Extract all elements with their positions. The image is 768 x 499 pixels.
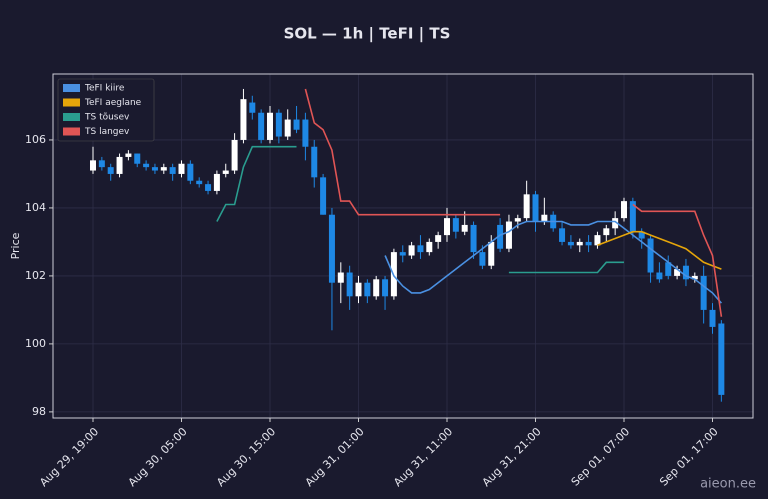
candle-body bbox=[408, 245, 415, 256]
y-tick-label: 98 bbox=[32, 405, 46, 418]
candle-body bbox=[231, 139, 238, 171]
candle-body bbox=[603, 228, 610, 236]
candle-body bbox=[125, 153, 132, 157]
candle-body bbox=[399, 252, 406, 256]
candle-body bbox=[98, 160, 105, 168]
candle-body bbox=[134, 153, 141, 164]
legend-label: TS langev bbox=[84, 127, 130, 137]
indicator-line bbox=[216, 145, 624, 274]
indicator-line bbox=[597, 230, 722, 270]
y-tick-label: 102 bbox=[25, 269, 46, 282]
candle-body bbox=[585, 241, 592, 246]
indicator-line bbox=[304, 88, 723, 317]
legend-label: TS tõusev bbox=[84, 113, 130, 123]
candle-body bbox=[612, 218, 619, 229]
candle-body bbox=[328, 214, 335, 283]
candle-body bbox=[178, 163, 185, 174]
legend-swatch bbox=[63, 98, 80, 107]
candle-body bbox=[488, 241, 495, 266]
candle-body bbox=[638, 231, 645, 239]
candle-body bbox=[160, 167, 167, 171]
candle-body bbox=[444, 218, 450, 236]
candle-body bbox=[497, 224, 504, 249]
candle-body bbox=[541, 214, 548, 222]
candle-body bbox=[240, 99, 247, 140]
candle-body bbox=[426, 241, 433, 253]
plot-frame bbox=[52, 73, 754, 419]
legend-swatch bbox=[63, 127, 80, 136]
candle-body bbox=[505, 221, 512, 249]
legend-box bbox=[57, 78, 155, 142]
legend-swatch bbox=[63, 113, 80, 121]
candle-body bbox=[435, 235, 442, 242]
candle-body bbox=[196, 180, 203, 185]
candle-body bbox=[364, 282, 371, 297]
candle-body bbox=[346, 272, 353, 297]
candle-body bbox=[461, 224, 468, 232]
candle-body bbox=[302, 119, 309, 147]
candle-body bbox=[567, 241, 574, 246]
candle-body bbox=[205, 184, 212, 191]
candle-body bbox=[151, 167, 158, 171]
candle-body bbox=[674, 269, 681, 276]
candle-body bbox=[629, 201, 636, 232]
candle-body bbox=[373, 279, 380, 297]
candle-body bbox=[709, 309, 716, 327]
candle-body bbox=[267, 112, 273, 140]
candle-body bbox=[337, 272, 344, 283]
candle-body bbox=[169, 167, 176, 174]
candle-body bbox=[647, 238, 654, 273]
candle-body bbox=[452, 218, 459, 232]
candle-body bbox=[293, 119, 300, 130]
candle-body bbox=[382, 279, 389, 297]
candle-body bbox=[311, 146, 318, 178]
candle-body bbox=[187, 163, 194, 181]
candle-body bbox=[417, 245, 424, 253]
candle-body bbox=[143, 163, 150, 168]
candle-body bbox=[222, 170, 229, 174]
candle-body bbox=[665, 262, 672, 276]
candle-body bbox=[213, 173, 220, 191]
candle-body bbox=[116, 156, 123, 174]
candle-body bbox=[514, 218, 521, 222]
candle-body bbox=[718, 323, 725, 395]
chart-title: SOL — 1h | TeFI | TS bbox=[284, 25, 451, 44]
y-tick-label: 104 bbox=[25, 201, 46, 214]
candle-body bbox=[656, 272, 663, 280]
candle-body bbox=[284, 119, 291, 137]
candle-body bbox=[355, 282, 362, 297]
candle-body bbox=[594, 235, 601, 246]
watermark: aieon.ee bbox=[700, 477, 756, 492]
y-tick-label: 100 bbox=[25, 337, 46, 350]
candle-body bbox=[320, 177, 327, 215]
candle-body bbox=[107, 167, 114, 174]
candle-body bbox=[470, 224, 477, 253]
candle-body bbox=[691, 275, 698, 280]
legend-label: TeFI aeglane bbox=[84, 98, 142, 108]
y-axis-label: Price bbox=[9, 232, 22, 259]
candle-body bbox=[523, 194, 530, 219]
candle-body bbox=[576, 241, 583, 246]
candle-body bbox=[479, 252, 486, 266]
candle-body bbox=[532, 194, 539, 222]
candle-body bbox=[682, 265, 689, 280]
candle-body bbox=[700, 275, 707, 310]
y-tick-label: 106 bbox=[25, 133, 46, 146]
candle-body bbox=[90, 160, 96, 171]
candle-body bbox=[621, 201, 627, 219]
legend-swatch bbox=[63, 84, 80, 92]
legend-label: TeFI kiire bbox=[84, 84, 125, 94]
candle-body bbox=[258, 112, 265, 140]
candle-body bbox=[275, 112, 282, 137]
indicator-line bbox=[384, 220, 723, 304]
candle-body bbox=[559, 228, 566, 242]
candle-body bbox=[249, 102, 256, 113]
